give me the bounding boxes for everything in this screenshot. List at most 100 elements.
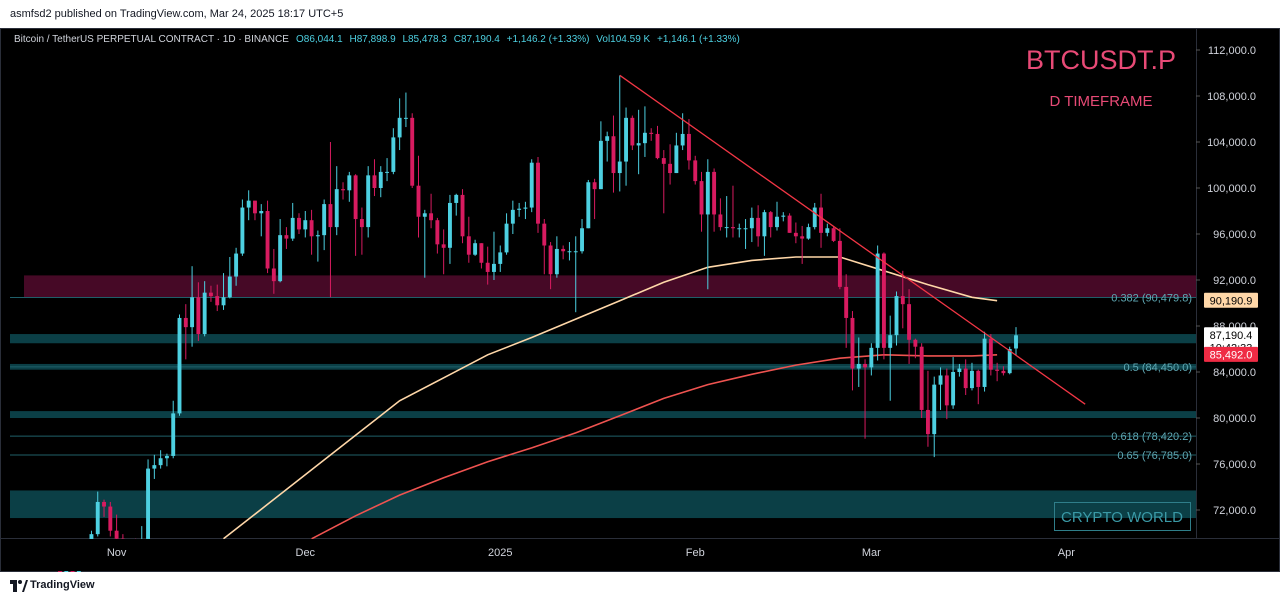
- candle-body: [982, 338, 987, 387]
- candle-body: [586, 182, 591, 229]
- candle-body: [542, 223, 547, 246]
- legend-low: L85,478.3: [402, 34, 447, 45]
- candle-body: [290, 217, 295, 239]
- x-tick-label: Feb: [686, 547, 705, 559]
- descending-trendline: [619, 74, 1086, 405]
- candle-body: [605, 136, 610, 141]
- candle: [158, 450, 163, 469]
- candle: [668, 144, 673, 185]
- candle: [447, 194, 452, 264]
- candle: [190, 266, 195, 347]
- candle-body: [630, 117, 635, 146]
- candle: [95, 491, 100, 537]
- candle-body: [724, 227, 729, 229]
- candle-body: [806, 227, 811, 239]
- candle: [341, 182, 345, 200]
- candle-body: [844, 286, 849, 318]
- candle: [932, 376, 937, 458]
- candle: [385, 158, 390, 182]
- fib-label: 0.618 (78,420.2): [1111, 431, 1192, 443]
- candle: [844, 274, 849, 348]
- candle-body: [661, 158, 666, 164]
- candle: [208, 285, 213, 302]
- candle-body: [970, 370, 974, 389]
- candle-body: [617, 161, 622, 174]
- candle: [152, 454, 157, 479]
- candle-body: [158, 458, 163, 466]
- candle: [391, 128, 396, 175]
- candle-body: [504, 223, 509, 253]
- candle-body: [152, 465, 157, 469]
- candle: [259, 204, 264, 237]
- candle-body: [699, 181, 704, 215]
- candle: [900, 270, 905, 329]
- price-label-text: 90,190.9: [1210, 295, 1253, 307]
- candle: [636, 109, 641, 175]
- candle-body: [259, 211, 264, 214]
- candle-body: [171, 413, 176, 456]
- candle: [925, 370, 930, 447]
- candle-body: [510, 209, 515, 224]
- candle-body: [485, 262, 490, 272]
- candle: [881, 252, 886, 360]
- legend-close: C87,190.4: [454, 34, 501, 45]
- candle: [630, 115, 635, 151]
- tradingview-logo-icon: [10, 580, 28, 592]
- candle-body: [234, 253, 239, 277]
- candle: [731, 185, 735, 238]
- candle-body: [573, 251, 578, 253]
- candle: [554, 236, 559, 278]
- candle-body: [642, 132, 647, 144]
- candle: [800, 225, 805, 264]
- candle: [253, 200, 257, 221]
- y-tick-label: 76,000.0: [1213, 459, 1256, 471]
- candle-body: [114, 530, 119, 539]
- price-axis-bg: [1197, 29, 1279, 538]
- candle-body: [567, 251, 572, 253]
- candle-body: [693, 160, 698, 182]
- candle: [586, 179, 591, 229]
- candle-body: [372, 175, 377, 188]
- candle-body: [265, 211, 270, 269]
- candle-body: [334, 189, 339, 228]
- candle: [718, 198, 723, 231]
- candle-body: [328, 204, 333, 228]
- candle-body: [422, 213, 427, 217]
- y-tick-label: 100,000.0: [1207, 183, 1256, 195]
- candle: [957, 363, 962, 377]
- candle-body: [246, 200, 251, 208]
- candle-body: [146, 468, 151, 540]
- candle-body: [410, 117, 415, 186]
- candle: [523, 201, 528, 220]
- candle-body: [762, 212, 767, 237]
- candle: [982, 331, 987, 392]
- candle: [303, 211, 308, 238]
- candle-body: [202, 292, 207, 335]
- candle: [705, 159, 710, 290]
- candle-body: [517, 208, 522, 210]
- candle-body: [391, 137, 396, 172]
- candle: [498, 245, 503, 272]
- chart-area[interactable]: 0.382 (90,479.8) 0.5 (84,450.0) 0.618 (78,…: [0, 28, 1280, 572]
- candle: [775, 201, 779, 231]
- candle: [315, 230, 320, 262]
- candle-body: [341, 189, 345, 191]
- candle-body: [1014, 335, 1018, 349]
- candle: [102, 499, 106, 517]
- price-chart[interactable]: 0.382 (90,479.8) 0.5 (84,450.0) 0.618 (78,…: [0, 28, 1280, 572]
- candle-body: [932, 384, 937, 435]
- price-label-bg: [1204, 292, 1258, 308]
- candle: [919, 343, 924, 418]
- candle-body: [479, 243, 484, 263]
- y-tick-label: 96,000.0: [1213, 229, 1256, 241]
- candle: [894, 291, 899, 346]
- candle-body: [303, 220, 308, 230]
- candle-body: [221, 297, 226, 306]
- legend-symbol: Bitcoin / TetherUS PERPETUAL CONTRACT · …: [14, 34, 289, 45]
- candle-body: [183, 317, 188, 328]
- x-tick-label: 2025: [488, 547, 512, 559]
- candle-body: [492, 263, 496, 272]
- candle: [1014, 327, 1018, 355]
- candle: [108, 501, 113, 537]
- candle-body: [951, 372, 956, 406]
